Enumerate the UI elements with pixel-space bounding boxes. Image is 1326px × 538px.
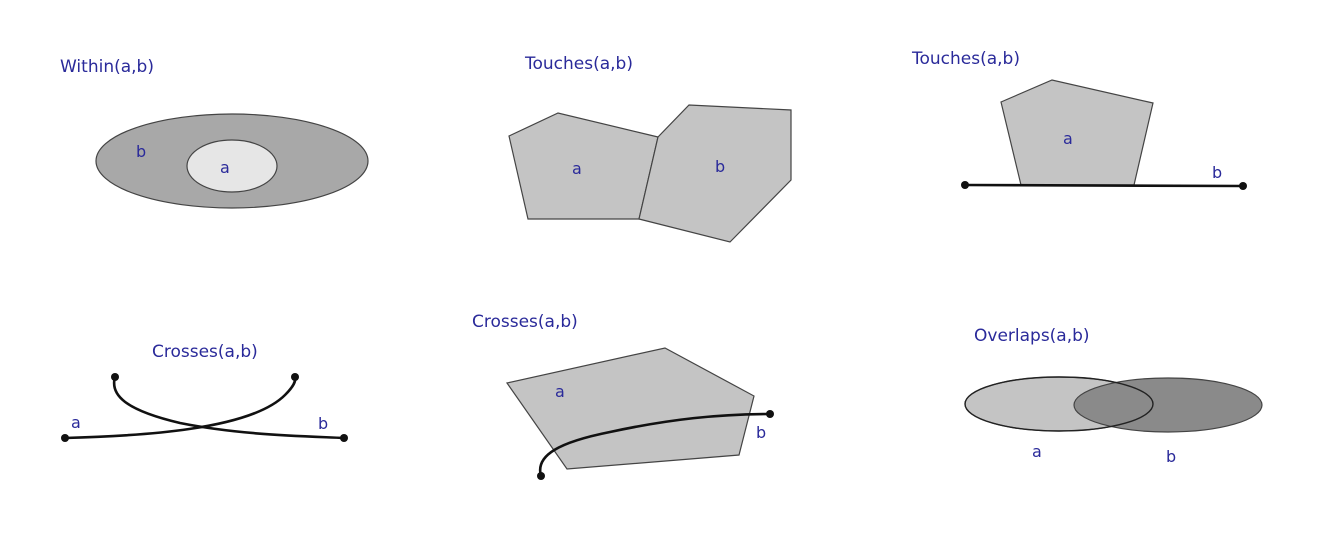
geometry-a-polygon <box>1000 79 1154 186</box>
geometry-a-polygon <box>508 112 659 220</box>
line-endpoint <box>291 373 299 381</box>
panel-title-touches-line: Touches(a,b) <box>911 49 1020 69</box>
label-a: a <box>220 158 230 177</box>
line-endpoint <box>537 472 545 480</box>
line-endpoint <box>61 434 69 442</box>
panel-title-overlaps: Overlaps(a,b) <box>974 326 1090 346</box>
geometry-b-curve <box>112 375 346 440</box>
label-b: b <box>318 414 328 433</box>
label-b: b <box>1212 163 1222 182</box>
panel-title-crosses-polygon: Crosses(a,b) <box>472 312 578 332</box>
line-endpoint <box>766 410 774 418</box>
geometry-a-outline <box>1058 376 1154 432</box>
panel-crosses-lines: Crosses(a,b) a b <box>61 342 348 442</box>
line-endpoint <box>1239 182 1247 190</box>
geometry-a-curve <box>63 375 297 440</box>
label-a: a <box>572 159 582 178</box>
panel-touches-line: Touches(a,b) a b <box>911 49 1247 190</box>
label-b: b <box>715 157 725 176</box>
geometry-a-polygon <box>505 347 755 470</box>
geometry-a-ellipse <box>186 139 278 193</box>
geometry-b-ellipse <box>1073 377 1263 433</box>
label-b: b <box>1166 447 1176 466</box>
geometry-b-line <box>963 183 1245 188</box>
panel-crosses-polygon: Crosses(a,b) a b <box>472 312 774 480</box>
geometry-b-polygon <box>638 104 792 243</box>
panel-overlaps: Overlaps(a,b) a b <box>964 326 1263 466</box>
geometry-a-outline <box>964 376 1060 432</box>
panel-title-touches-polygons: Touches(a,b) <box>524 54 633 74</box>
label-b: b <box>136 142 146 161</box>
panel-title-within: Within(a,b) <box>60 57 154 77</box>
panel-title-crosses-lines: Crosses(a,b) <box>152 342 258 362</box>
label-a: a <box>555 382 565 401</box>
label-a: a <box>1032 442 1042 461</box>
label-a: a <box>1063 129 1073 148</box>
line-endpoint <box>340 434 348 442</box>
line-endpoint <box>961 181 969 189</box>
label-b: b <box>756 423 766 442</box>
panel-touches-polygons: Touches(a,b) a b <box>508 54 792 243</box>
geometry-b-curve <box>538 412 772 478</box>
line-endpoint <box>111 373 119 381</box>
label-a: a <box>71 413 81 432</box>
panel-within: Within(a,b) b a <box>60 57 369 209</box>
